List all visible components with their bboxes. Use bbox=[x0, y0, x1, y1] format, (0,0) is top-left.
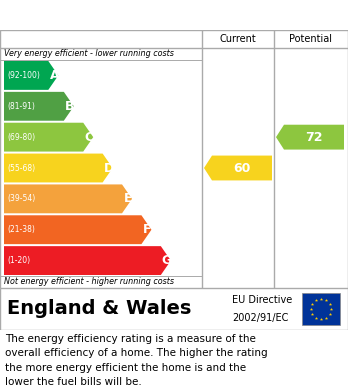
Polygon shape bbox=[4, 246, 171, 275]
Polygon shape bbox=[4, 61, 58, 90]
Polygon shape bbox=[4, 215, 151, 244]
Text: Energy Efficiency Rating: Energy Efficiency Rating bbox=[69, 7, 279, 23]
Text: (92-100): (92-100) bbox=[7, 71, 40, 80]
Text: G: G bbox=[162, 254, 172, 267]
Text: (21-38): (21-38) bbox=[7, 225, 35, 234]
Polygon shape bbox=[4, 123, 93, 152]
Text: B: B bbox=[65, 100, 74, 113]
Text: Very energy efficient - lower running costs: Very energy efficient - lower running co… bbox=[4, 50, 174, 59]
Text: EU Directive: EU Directive bbox=[232, 295, 292, 305]
Bar bbox=[302, 293, 340, 325]
Text: D: D bbox=[103, 161, 114, 174]
Polygon shape bbox=[4, 92, 74, 121]
Text: 72: 72 bbox=[305, 131, 323, 143]
Text: Not energy efficient - higher running costs: Not energy efficient - higher running co… bbox=[4, 278, 174, 287]
Text: A: A bbox=[49, 69, 59, 82]
Text: (69-80): (69-80) bbox=[7, 133, 35, 142]
Text: (81-91): (81-91) bbox=[7, 102, 35, 111]
Text: (1-20): (1-20) bbox=[7, 256, 30, 265]
Text: England & Wales: England & Wales bbox=[7, 300, 191, 319]
Text: 60: 60 bbox=[233, 161, 251, 174]
Polygon shape bbox=[276, 125, 344, 150]
Polygon shape bbox=[4, 154, 113, 183]
Text: The energy efficiency rating is a measure of the
overall efficiency of a home. T: The energy efficiency rating is a measur… bbox=[5, 334, 268, 387]
Text: E: E bbox=[124, 192, 132, 205]
Polygon shape bbox=[204, 156, 272, 180]
Text: F: F bbox=[143, 223, 152, 236]
Polygon shape bbox=[4, 185, 132, 213]
Text: C: C bbox=[85, 131, 94, 143]
Text: Potential: Potential bbox=[290, 34, 332, 44]
Text: (39-54): (39-54) bbox=[7, 194, 35, 203]
Text: 2002/91/EC: 2002/91/EC bbox=[232, 313, 288, 323]
Text: (55-68): (55-68) bbox=[7, 163, 35, 172]
Text: Current: Current bbox=[220, 34, 256, 44]
